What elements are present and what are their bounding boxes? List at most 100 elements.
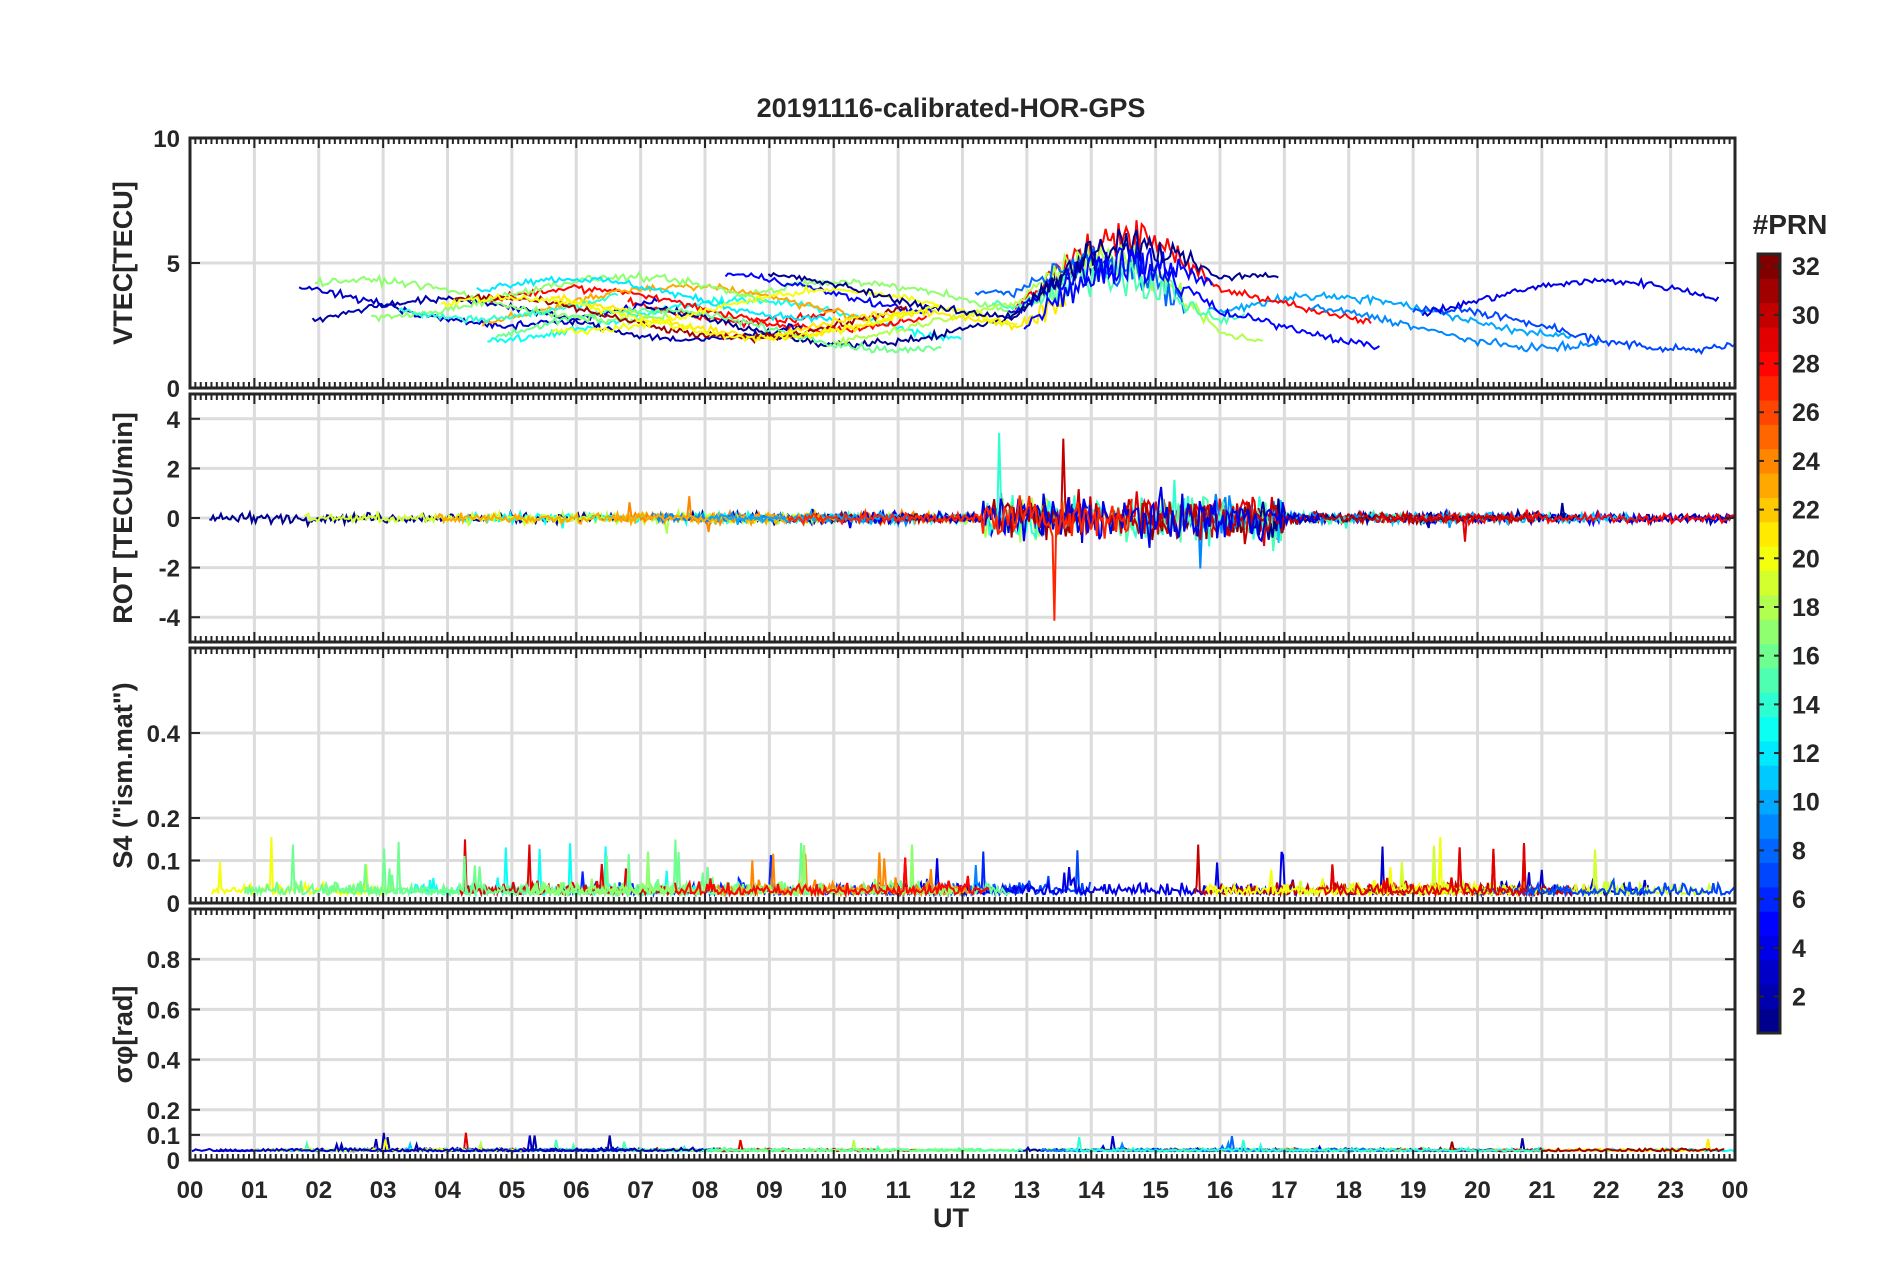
colorbar-tick-label: 16 [1792, 643, 1820, 671]
colorbar-tick-label: 12 [1792, 740, 1820, 768]
colorbar-tick-label: 6 [1792, 886, 1806, 914]
x-tick-label: 20 [1464, 1177, 1491, 1204]
x-tick-label: 10 [820, 1177, 847, 1204]
x-tick-label: 18 [1335, 1177, 1362, 1204]
series-line-prn-16 [710, 1146, 984, 1153]
x-tick-label: 21 [1529, 1177, 1556, 1204]
colorbar-segment [1758, 765, 1780, 791]
x-tick-label: 07 [627, 1177, 654, 1204]
y-axis-label-sigma_phi: σφ[rad] [108, 986, 138, 1084]
series-line-prn-29 [459, 839, 701, 898]
series-line-prn-14 [398, 292, 619, 324]
colorbar-tick-label: 18 [1792, 594, 1820, 622]
colorbar-segment [1758, 643, 1780, 669]
x-axis-label: UT [933, 1203, 969, 1233]
x-ticks-sigma_phi [189, 909, 1736, 1160]
grid-vtec [190, 138, 1735, 388]
y-tick-label: 0 [167, 506, 180, 533]
x-ticks-vtec [189, 138, 1736, 388]
y-tick-label: 0 [167, 891, 180, 918]
series-line-prn-1 [767, 228, 1279, 320]
x-ticks-rot [189, 394, 1736, 642]
colorbar-tick-label: 28 [1792, 351, 1820, 379]
y-tick-label: 4 [167, 407, 181, 434]
y-tick-label: 0.2 [147, 1098, 180, 1125]
colorbar-segment [1758, 740, 1780, 766]
colorbar-segment [1758, 838, 1780, 864]
y-tick-label: 0.8 [147, 947, 180, 974]
colorbar-tick-label: 24 [1792, 448, 1820, 476]
panel-sigma_phi: 00.10.2 0.4 0.6 0.8 σφ[rad] [108, 907, 1737, 1175]
series-line-prn-7 [1412, 304, 1735, 356]
colorbar-segment [1758, 619, 1780, 644]
y-axis-label-rot: ROT [TECU/min] [108, 412, 138, 623]
x-tick-label: 06 [563, 1177, 590, 1204]
colorbar-tick-label: 30 [1792, 302, 1820, 330]
colorbar-tick-label: 32 [1792, 253, 1820, 281]
series-line-prn-20 [440, 292, 940, 343]
colorbar-tick-label: 8 [1792, 837, 1806, 865]
colorbar-segment [1758, 400, 1780, 425]
colorbar-segment [1758, 1008, 1780, 1034]
series-line-prn-10 [1207, 291, 1572, 340]
colorbar-segment [1758, 448, 1780, 474]
colorbar-segment [1758, 521, 1780, 547]
x-tick-label: 05 [499, 1177, 526, 1204]
colorbar-tick-label: 10 [1792, 789, 1820, 817]
series-group-sigma_phi [191, 1132, 1735, 1154]
x-tick-label: 17 [1271, 1177, 1298, 1204]
series-line-prn-5 [1023, 246, 1380, 351]
y-tick-label: 0 [167, 1148, 180, 1175]
colorbar-segment [1758, 716, 1780, 742]
y-tick-label: 2 [167, 456, 180, 483]
series-line-prn-18 [832, 244, 1264, 348]
series-line-prn-28 [1373, 509, 1734, 527]
x-tick-label: 03 [370, 1177, 397, 1204]
y-tick-label: 0.1 [147, 849, 180, 876]
x-tick-label: 19 [1400, 1177, 1427, 1204]
colorbar-segment [1758, 570, 1780, 596]
series-line-prn-29 [1317, 843, 1528, 898]
colorbar-tick-label: 26 [1792, 399, 1820, 427]
colorbar-segment [1758, 862, 1780, 888]
panel-rot: -4 -2 0 2 4 ROT [TECU/min] [108, 392, 1737, 644]
x-tick-label: 11 [885, 1177, 910, 1204]
series-line-prn-17 [371, 270, 768, 323]
colorbar-segment [1758, 302, 1780, 328]
x-tick-label: 23 [1657, 1177, 1684, 1204]
y-tick-label: -2 [159, 556, 180, 583]
colorbar-segment [1758, 254, 1780, 279]
series-line-prn-28 [674, 857, 990, 899]
y-axis-label-s4: S4 ("ism.mat") [108, 682, 138, 868]
x-ticks-s4 [189, 648, 1736, 903]
colorbar-segment [1758, 935, 1780, 961]
colorbar-segment [1758, 278, 1780, 304]
y-tick-label: 0.1 [147, 1123, 180, 1150]
colorbar-segment [1758, 497, 1780, 523]
y-tick-label: 10 [153, 126, 180, 153]
colorbar-segment [1758, 667, 1780, 693]
colorbar-segment [1758, 473, 1780, 498]
colorbar-segment [1758, 959, 1780, 985]
series-line-prn-3 [191, 1135, 637, 1153]
series-line-prn-9 [1309, 303, 1600, 353]
x-tick-label: 04 [434, 1177, 461, 1204]
series-line-prn-21 [551, 293, 918, 342]
panel-vtec: 0 5 10 VTEC[TECU] [108, 126, 1737, 403]
series-line-prn-20 [550, 284, 1018, 336]
colorbar-segment [1758, 424, 1780, 450]
series-line-prn-16 [495, 306, 942, 355]
grid-sigma_phi [190, 909, 1735, 1160]
series-group-s4 [210, 836, 1735, 899]
colorbar-segment [1758, 546, 1780, 571]
x-tick-label: 08 [692, 1177, 719, 1204]
x-tick-label: 09 [756, 1177, 783, 1204]
x-tick-label: 22 [1593, 1177, 1620, 1204]
y-tick-label: 0.6 [147, 997, 180, 1024]
colorbar-segment [1758, 375, 1780, 401]
series-line-prn-12 [476, 275, 833, 324]
x-tick-label: 01 [241, 1177, 268, 1204]
series-group-rot [209, 432, 1735, 621]
